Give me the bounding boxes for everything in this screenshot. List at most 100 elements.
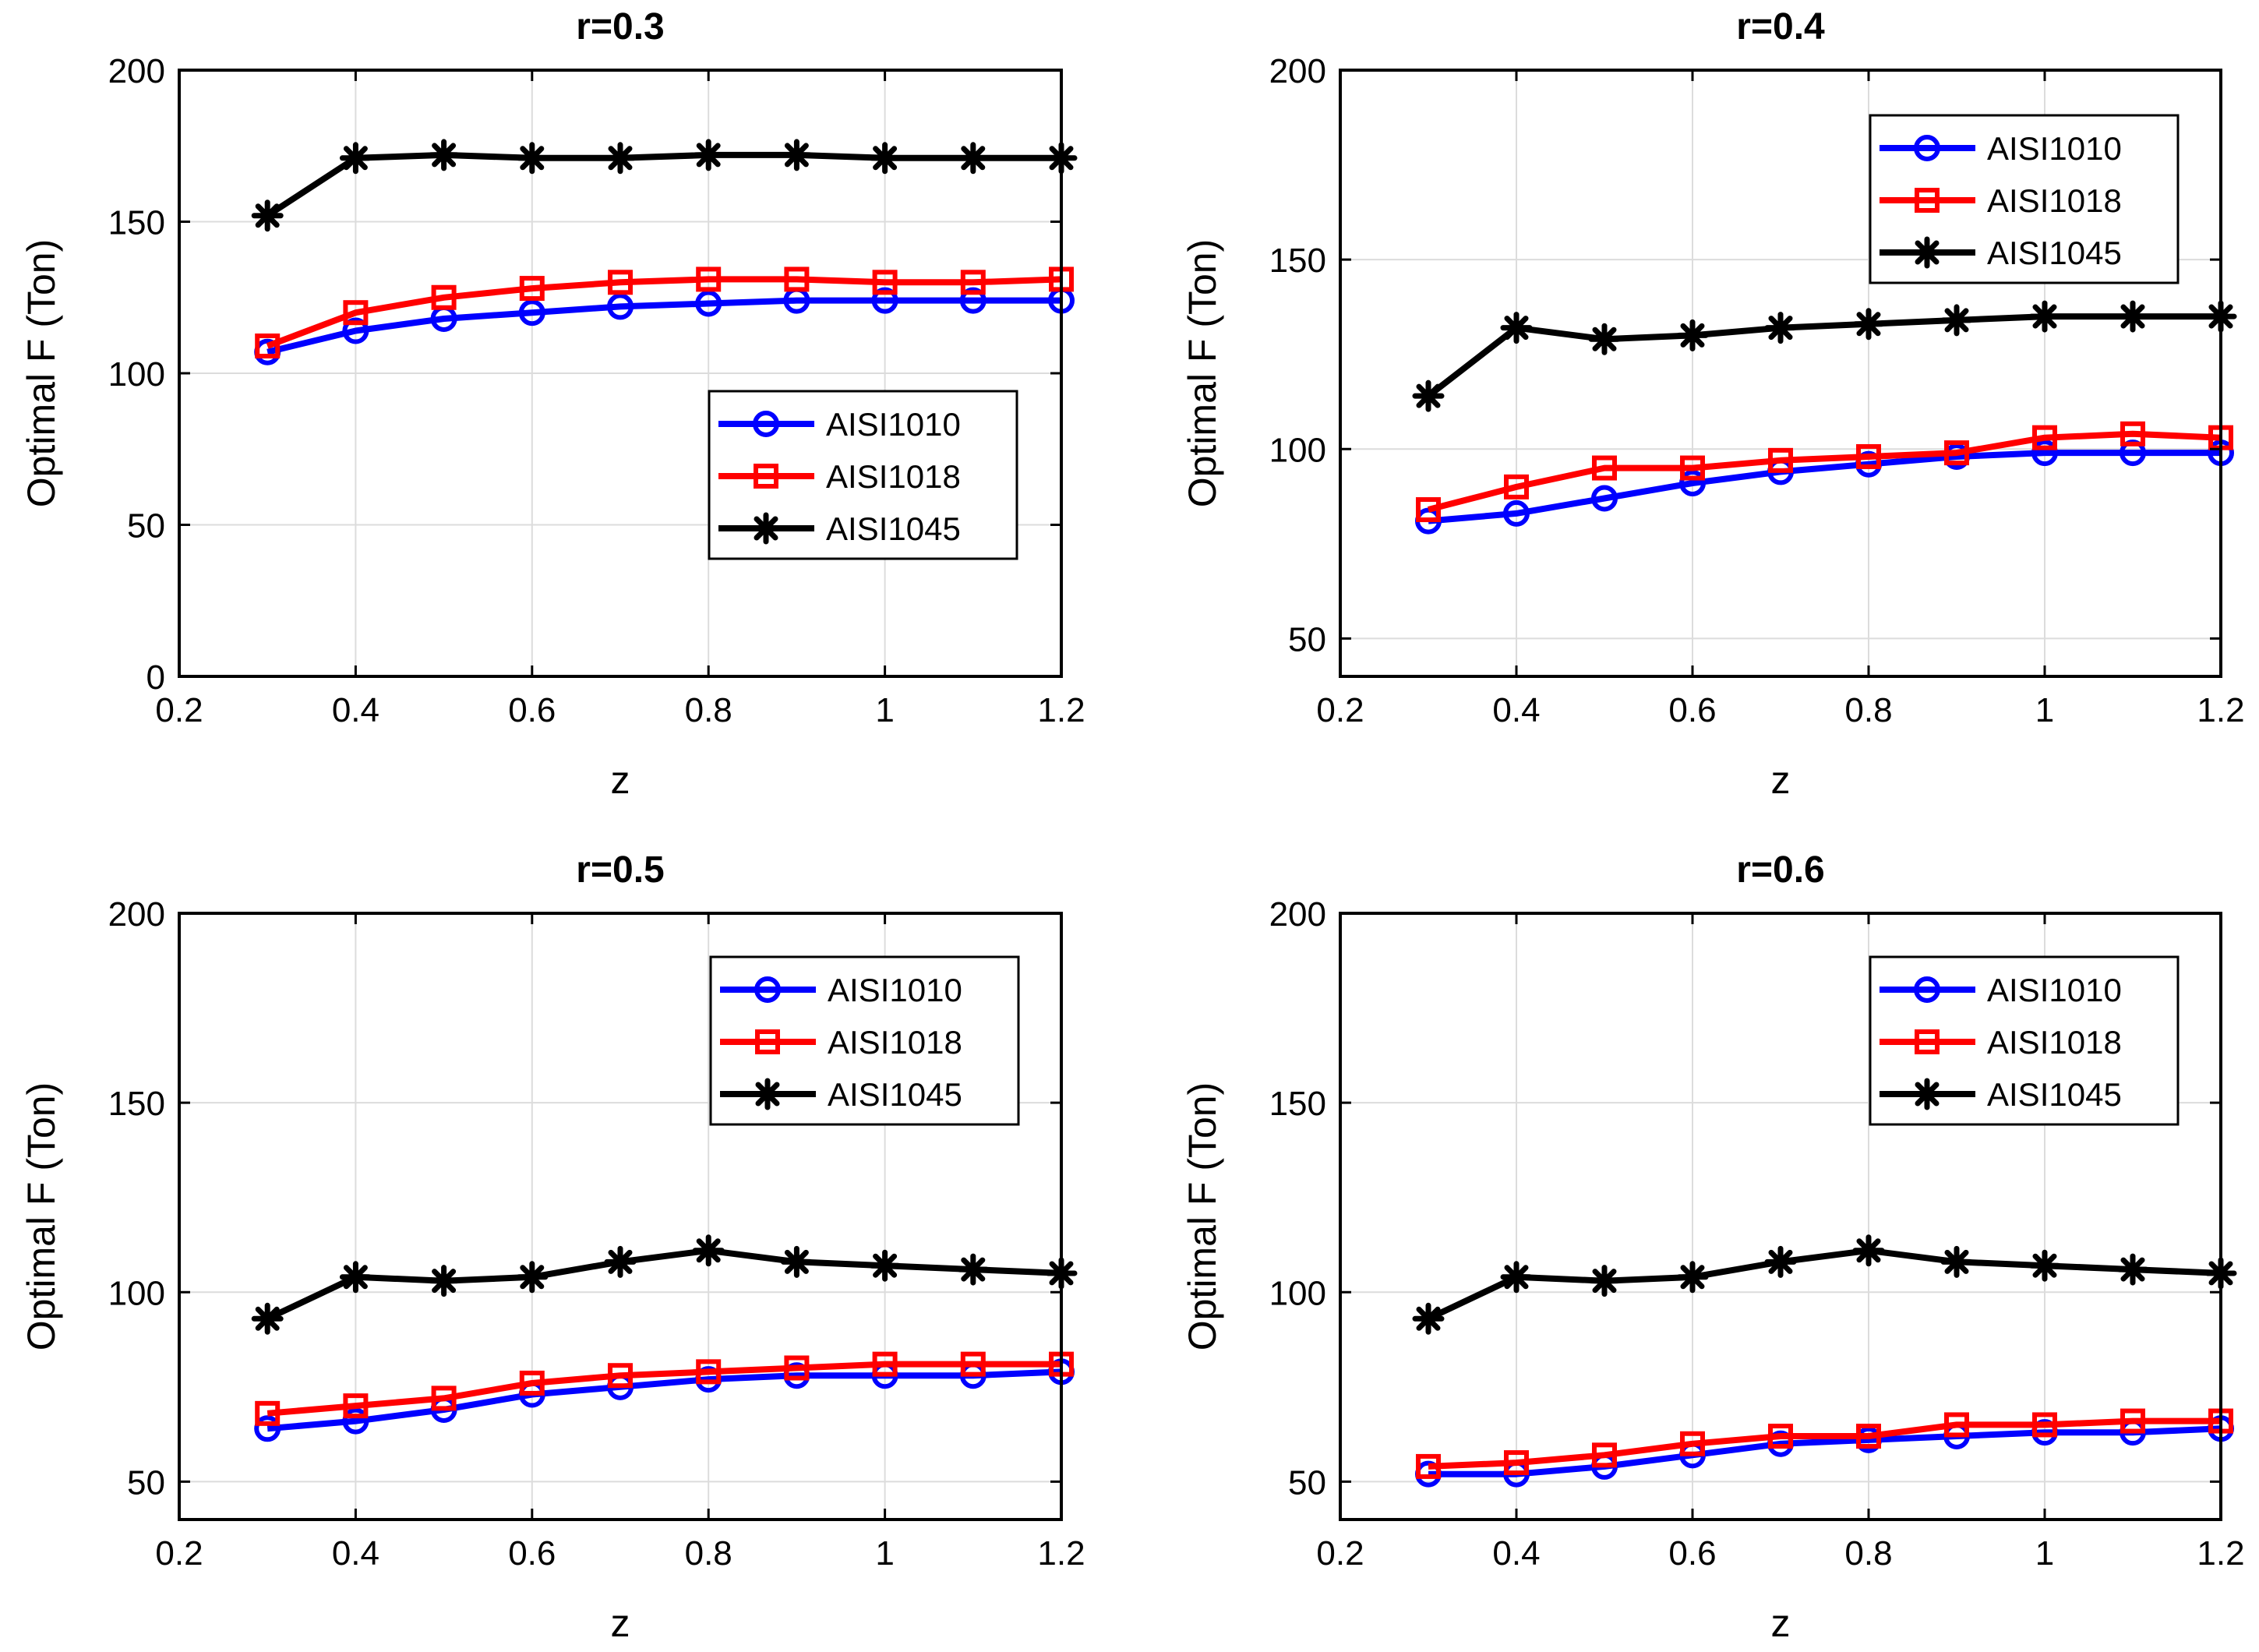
x-tick-label: 0.6 bbox=[508, 1534, 556, 1573]
legend-entry-AISI1018: AISI1018 bbox=[1880, 1024, 2122, 1061]
legend-entry-AISI1045: AISI1045 bbox=[718, 510, 961, 547]
legend-label: AISI1010 bbox=[1987, 130, 2122, 167]
legend-marker bbox=[751, 1078, 784, 1110]
legend-label: AISI1010 bbox=[1987, 972, 2122, 1008]
data-point bbox=[518, 299, 545, 327]
data-point bbox=[1680, 455, 1705, 481]
data-point bbox=[780, 139, 813, 171]
y-tick-label: 150 bbox=[108, 204, 165, 242]
data-point bbox=[1500, 312, 1533, 344]
y-tick-label: 200 bbox=[108, 895, 165, 934]
legend: AISI1010 AISI1018 AISI1045 bbox=[1869, 114, 2180, 284]
legend-entry-AISI1045: AISI1045 bbox=[1880, 235, 2122, 271]
data-point bbox=[431, 284, 457, 310]
data-point bbox=[1679, 470, 1706, 497]
x-tick-label: 0.6 bbox=[1668, 1534, 1716, 1573]
data-point bbox=[783, 287, 810, 314]
legend-marker bbox=[1914, 135, 1940, 161]
data-point bbox=[1676, 1261, 1709, 1294]
legend-label: AISI1018 bbox=[1987, 182, 2122, 219]
data-point bbox=[339, 142, 372, 175]
legend-marker bbox=[754, 464, 778, 489]
x-tick-label: 0.2 bbox=[155, 691, 203, 729]
legend-entry-AISI1018: AISI1018 bbox=[1880, 182, 2122, 219]
legend-entry-AISI1010: AISI1010 bbox=[720, 972, 962, 1008]
data-point bbox=[2032, 1412, 2057, 1438]
data-point bbox=[780, 1245, 813, 1278]
data-point bbox=[428, 139, 461, 171]
legend-marker bbox=[1915, 1029, 1940, 1054]
series-line bbox=[1426, 313, 2221, 399]
data-point bbox=[692, 139, 725, 171]
data-point bbox=[1944, 1412, 1969, 1438]
data-point bbox=[1768, 1424, 1793, 1449]
data-point bbox=[254, 1415, 281, 1442]
series-AISI1018 bbox=[255, 267, 1074, 358]
series-AISI1045 bbox=[251, 139, 1078, 232]
legend-entry-AISI1045: AISI1045 bbox=[1880, 1076, 2122, 1113]
legend-label: AISI1018 bbox=[826, 458, 961, 495]
legend-label: AISI1018 bbox=[1987, 1024, 2122, 1061]
series-line bbox=[266, 1247, 1062, 1322]
data-point bbox=[342, 317, 369, 344]
data-point bbox=[960, 1351, 986, 1377]
series-AISI1045 bbox=[1412, 1234, 2237, 1335]
x-tick-label: 0.6 bbox=[508, 691, 556, 729]
axes-box bbox=[178, 912, 1063, 1521]
data-point bbox=[2116, 300, 2149, 333]
chart-title: r=0.5 bbox=[576, 849, 664, 891]
data-point bbox=[1768, 447, 1793, 473]
data-point bbox=[957, 1253, 990, 1286]
data-point bbox=[1940, 1245, 1973, 1278]
data-point bbox=[1588, 1265, 1621, 1297]
data-point bbox=[960, 270, 986, 295]
x-axis-label: z bbox=[611, 758, 630, 802]
series-line bbox=[266, 151, 1061, 219]
data-point bbox=[428, 1265, 461, 1297]
series-AISI1018 bbox=[1416, 421, 2233, 523]
legend-marker bbox=[1914, 976, 1940, 1003]
legend-marker bbox=[750, 512, 782, 545]
data-point bbox=[604, 142, 637, 175]
legend-entry-AISI1018: AISI1018 bbox=[718, 458, 961, 495]
data-point bbox=[519, 276, 545, 302]
x-tick-label: 1.2 bbox=[1037, 1534, 1085, 1573]
x-tick-label: 0.4 bbox=[332, 691, 379, 729]
legend-entry-AISI1010: AISI1010 bbox=[1880, 130, 2122, 167]
data-point bbox=[1764, 312, 1797, 344]
data-point bbox=[696, 1359, 722, 1385]
y-tick-label: 150 bbox=[1269, 1085, 1326, 1123]
data-point bbox=[516, 1261, 549, 1294]
legend-label: AISI1010 bbox=[828, 972, 962, 1008]
data-point bbox=[869, 142, 902, 175]
x-tick-label: 0.2 bbox=[1316, 691, 1364, 729]
y-tick-label: 100 bbox=[1269, 431, 1326, 469]
legend: AISI1010 AISI1018 AISI1045 bbox=[709, 955, 1020, 1126]
legend-label: AISI1045 bbox=[1987, 1076, 2122, 1113]
y-axis-label: Optimal F (Ton) bbox=[1181, 239, 1224, 508]
chart-title: r=0.6 bbox=[1736, 849, 1824, 891]
data-point bbox=[343, 300, 369, 326]
data-point bbox=[1412, 379, 1445, 412]
data-point bbox=[519, 1370, 545, 1396]
legend-marker bbox=[753, 411, 779, 437]
x-tick-label: 0.6 bbox=[1668, 691, 1716, 729]
y-tick-label: 50 bbox=[127, 1463, 165, 1502]
data-point bbox=[1676, 319, 1709, 351]
data-point bbox=[516, 142, 549, 175]
legend-entry-AISI1010: AISI1010 bbox=[1880, 972, 2122, 1008]
series-AISI1018 bbox=[255, 1351, 1074, 1426]
data-point bbox=[608, 270, 633, 295]
x-axis-label: z bbox=[1771, 758, 1791, 802]
data-point bbox=[1680, 1431, 1705, 1456]
data-point bbox=[2120, 421, 2145, 447]
data-point bbox=[1592, 1442, 1617, 1468]
series-AISI1045 bbox=[1412, 300, 2237, 412]
data-point bbox=[1500, 1261, 1533, 1294]
chart-title: r=0.3 bbox=[576, 6, 664, 48]
series-line bbox=[1428, 1417, 2221, 1470]
y-tick-label: 50 bbox=[1288, 620, 1326, 658]
series-line bbox=[266, 1368, 1062, 1432]
x-tick-label: 0.8 bbox=[1844, 1534, 1892, 1573]
